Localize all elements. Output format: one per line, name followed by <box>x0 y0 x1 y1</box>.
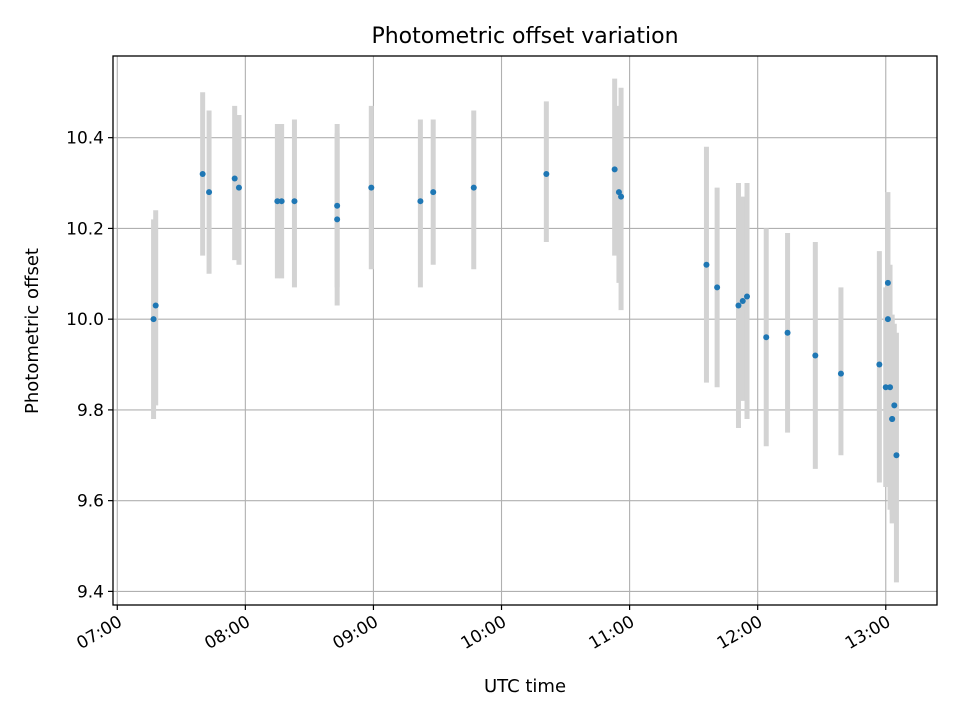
y-tick-label: 10.4 <box>66 129 104 149</box>
x-tick-label: 13:00 <box>842 612 894 654</box>
error-bars <box>151 78 899 583</box>
data-point <box>884 316 891 323</box>
data-point <box>714 284 721 291</box>
y-tick-label: 9.8 <box>77 401 104 421</box>
data-point <box>784 329 791 336</box>
data-point <box>891 402 898 409</box>
x-tick-label: 07:00 <box>73 612 125 654</box>
chart-title: Photometric offset variation <box>371 24 678 49</box>
data-point <box>430 189 437 196</box>
data-point <box>334 216 341 223</box>
data-point <box>618 193 625 200</box>
y-axis: 9.4 9.6 9.8 10.0 10.2 10.4 <box>66 129 113 602</box>
data-point <box>334 202 341 209</box>
data-point <box>611 166 618 173</box>
x-tick-label: 11:00 <box>586 612 638 654</box>
data-point <box>417 198 424 205</box>
data-point <box>206 189 213 196</box>
data-point <box>231 175 238 182</box>
data-point <box>812 352 819 359</box>
data-point <box>278 198 285 205</box>
data-point <box>882 384 889 391</box>
x-tick-label: 09:00 <box>330 612 382 654</box>
plot-frame <box>112 55 938 606</box>
data-point <box>703 261 710 268</box>
y-tick-label: 9.6 <box>77 492 104 512</box>
y-tick-label: 10.0 <box>66 310 104 330</box>
data-point <box>199 170 206 177</box>
y-tick-label: 10.2 <box>66 219 104 239</box>
y-axis-label: Photometric offset <box>22 248 43 414</box>
data-point <box>152 302 159 309</box>
x-tick-label: 08:00 <box>201 612 253 654</box>
data-point <box>735 302 742 309</box>
data-point <box>543 170 550 177</box>
data-points <box>150 166 900 459</box>
x-axis-label: UTC time <box>484 676 566 697</box>
data-point <box>744 293 751 300</box>
data-point <box>837 370 844 377</box>
data-point <box>889 415 896 422</box>
grid <box>113 56 937 605</box>
data-point <box>235 184 242 191</box>
x-tick-label: 12:00 <box>714 612 766 654</box>
data-point <box>884 279 891 286</box>
data-point <box>893 452 900 459</box>
data-point <box>368 184 375 191</box>
data-point <box>887 384 894 391</box>
x-axis: 07:00 08:00 09:00 10:00 11:00 12:00 13:00 <box>73 605 894 654</box>
data-point <box>150 316 157 323</box>
data-point <box>763 334 770 341</box>
x-tick-label: 10:00 <box>458 612 510 654</box>
y-tick-label: 9.4 <box>77 582 104 602</box>
data-point <box>739 298 746 305</box>
data-point <box>291 198 298 205</box>
data-point <box>274 198 281 205</box>
data-point <box>615 189 622 196</box>
data-point <box>876 361 883 368</box>
data-point <box>470 184 477 191</box>
